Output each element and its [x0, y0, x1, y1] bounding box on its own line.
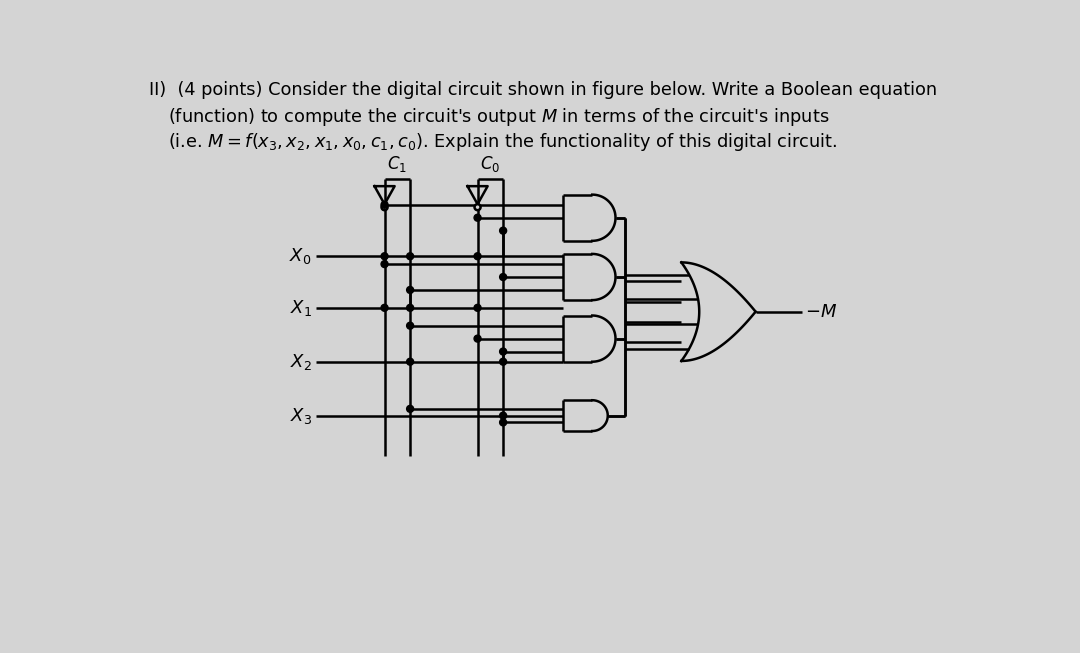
Circle shape [407, 358, 414, 365]
Text: $X_1$: $X_1$ [289, 298, 312, 318]
Circle shape [500, 274, 507, 281]
Text: $-M$: $-M$ [805, 303, 837, 321]
Circle shape [500, 358, 507, 365]
Text: $C_0$: $C_0$ [481, 154, 500, 174]
Circle shape [474, 204, 481, 210]
Circle shape [381, 201, 388, 208]
Circle shape [474, 304, 481, 311]
Circle shape [381, 304, 388, 311]
Text: $X_3$: $X_3$ [289, 406, 312, 426]
Circle shape [407, 406, 414, 412]
Text: II)  (4 points) Consider the digital circuit shown in figure below. Write a Bool: II) (4 points) Consider the digital circ… [149, 81, 937, 99]
Circle shape [407, 322, 414, 329]
Text: (i.e. $M = f(x_3, x_2, x_1, x_0, c_1, c_0)$. Explain the functionality of this d: (i.e. $M = f(x_3, x_2, x_1, x_0, c_1, c_… [167, 131, 837, 153]
Circle shape [407, 253, 414, 260]
Circle shape [381, 204, 388, 210]
Text: $X_2$: $X_2$ [289, 352, 312, 372]
Circle shape [407, 287, 414, 293]
Circle shape [500, 412, 507, 419]
Text: $X_0$: $X_0$ [289, 246, 312, 266]
Circle shape [381, 253, 388, 260]
Circle shape [500, 419, 507, 426]
Circle shape [474, 214, 481, 221]
Circle shape [500, 348, 507, 355]
Text: $C_1$: $C_1$ [388, 154, 407, 174]
Circle shape [500, 227, 507, 234]
Circle shape [474, 335, 481, 342]
Text: (function) to compute the circuit's output $M$ in terms of the circuit's inputs: (function) to compute the circuit's outp… [167, 106, 829, 128]
Circle shape [407, 304, 414, 311]
Circle shape [381, 261, 388, 268]
Circle shape [474, 253, 481, 260]
